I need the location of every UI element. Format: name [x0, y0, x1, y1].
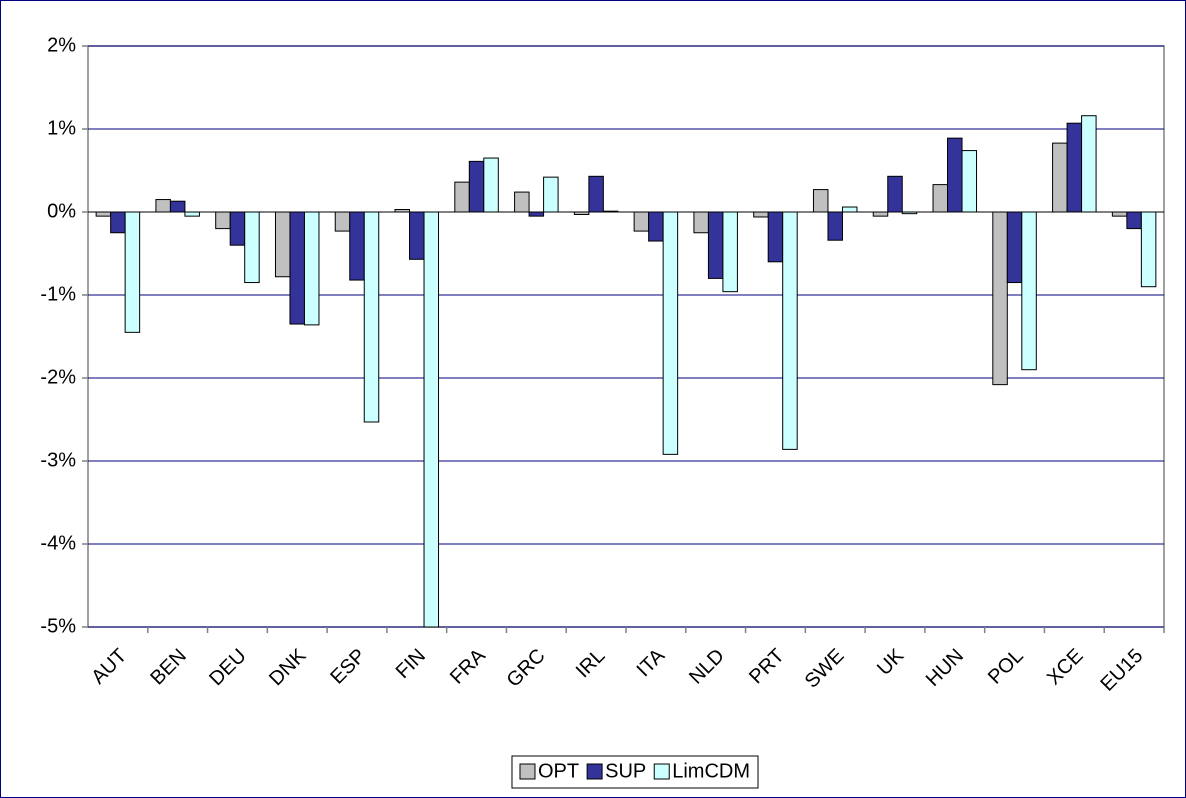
- bar: [722, 211, 738, 293]
- bar: [1066, 122, 1083, 213]
- bar: [782, 211, 798, 450]
- bar: [543, 176, 559, 213]
- bar: [274, 211, 291, 278]
- bar: [169, 200, 186, 213]
- bar: [872, 211, 889, 217]
- y-tick-label: -2%: [40, 366, 76, 388]
- bar: [215, 211, 231, 230]
- bar: [124, 211, 141, 333]
- legend-label: OPT: [538, 760, 579, 782]
- bar: [349, 211, 365, 281]
- legend-swatch: [519, 763, 536, 780]
- bar: [514, 191, 530, 213]
- bar: [155, 199, 171, 213]
- bar: [110, 211, 126, 234]
- bar: [588, 175, 604, 213]
- legend: OPT SUP LimCDM: [511, 755, 759, 789]
- bar: [1052, 142, 1068, 213]
- bar: [1006, 211, 1023, 284]
- bar: [423, 211, 440, 628]
- bar: [887, 175, 903, 213]
- bar: [1081, 115, 1097, 213]
- bar: [662, 211, 679, 455]
- bar: [95, 211, 112, 217]
- y-tick-label: -4%: [40, 532, 76, 554]
- bar: [753, 211, 769, 218]
- bar: [693, 211, 709, 234]
- y-tick-label: 2%: [47, 34, 76, 56]
- y-tick-label: 0%: [47, 200, 76, 222]
- bar: [1126, 211, 1142, 230]
- bar: [468, 160, 485, 213]
- y-tick-label: 1%: [47, 117, 76, 139]
- bar: [767, 211, 784, 263]
- legend-label: SUP: [605, 760, 646, 782]
- bar: [633, 211, 650, 232]
- bar: [229, 211, 246, 246]
- bar: [648, 211, 664, 242]
- bar: [827, 211, 843, 241]
- bar: [1021, 211, 1037, 371]
- legend-box: [511, 755, 759, 789]
- bar: [409, 211, 425, 260]
- legend-swatch: [586, 763, 603, 780]
- y-tick-label: -5%: [40, 615, 76, 637]
- bar: [961, 150, 978, 213]
- bar: [244, 211, 260, 284]
- plot-area: [87, 45, 1165, 628]
- bar: [992, 211, 1008, 386]
- bar: [363, 211, 380, 423]
- legend-label: LimCDM: [672, 760, 750, 782]
- y-tick-label: -3%: [40, 449, 76, 471]
- bar: [454, 181, 470, 213]
- bar: [1111, 211, 1128, 217]
- bar: [528, 211, 545, 217]
- bar: [932, 184, 949, 213]
- bar: [334, 211, 351, 232]
- bar: [812, 189, 829, 213]
- bar: [1140, 211, 1157, 288]
- bar: [184, 211, 200, 217]
- bar: [483, 157, 499, 213]
- bar: [707, 211, 724, 279]
- bar: [947, 137, 963, 213]
- bar: [303, 211, 320, 326]
- bar: [289, 211, 305, 325]
- y-tick-label: -1%: [40, 283, 76, 305]
- bar: [841, 206, 858, 213]
- legend-swatch: [653, 763, 670, 780]
